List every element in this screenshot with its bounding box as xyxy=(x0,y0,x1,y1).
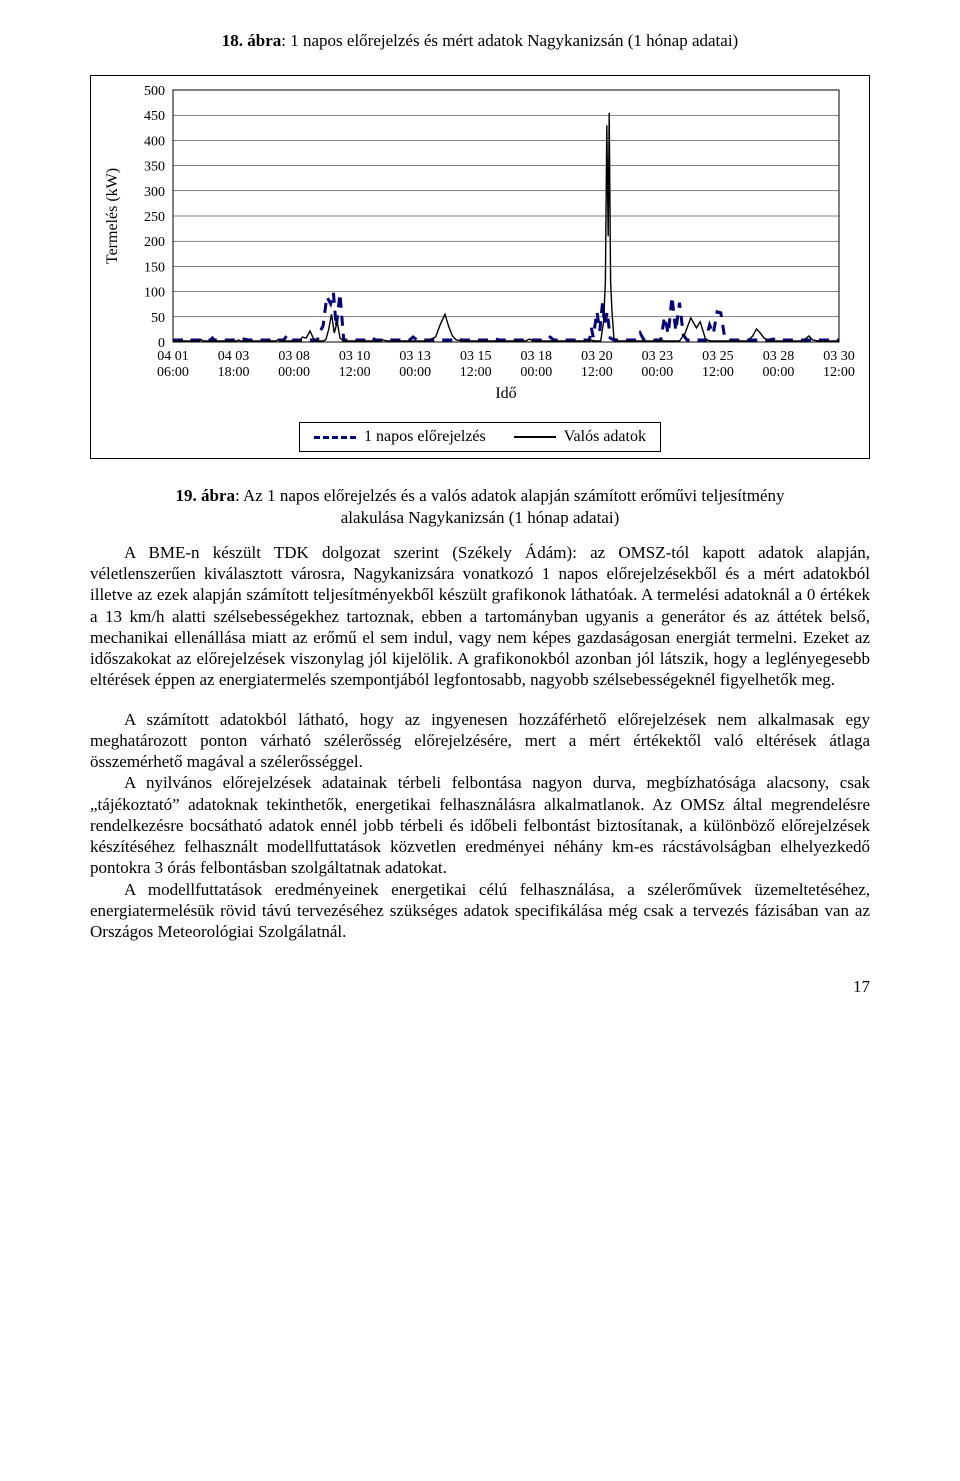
svg-text:18:00: 18:00 xyxy=(218,365,250,380)
paragraph-1: A BME-n készült TDK dolgozat szerint (Sz… xyxy=(90,542,870,691)
svg-text:12:00: 12:00 xyxy=(581,365,613,380)
line-chart: 05010015020025030035040045050004 0106:00… xyxy=(97,82,857,412)
legend-item: Valós adatok xyxy=(514,427,646,447)
svg-text:12:00: 12:00 xyxy=(702,365,734,380)
figure-19-caption-line1: : Az 1 napos előrejelzés és a valós adat… xyxy=(235,486,785,505)
svg-text:300: 300 xyxy=(144,185,165,200)
paragraph-2: A számított adatokból látható, hogy az i… xyxy=(90,709,870,773)
svg-text:Termelés (kW): Termelés (kW) xyxy=(104,168,121,264)
figure-19-caption-line2: alakulása Nagykanizsán (1 hónap adatai) xyxy=(341,508,620,527)
figure-19-caption: 19. ábra: Az 1 napos előrejelzés és a va… xyxy=(90,485,870,528)
svg-text:03 18: 03 18 xyxy=(521,349,553,364)
svg-text:06:00: 06:00 xyxy=(157,365,189,380)
svg-text:03 23: 03 23 xyxy=(642,349,674,364)
svg-text:Idő: Idő xyxy=(495,385,516,402)
svg-text:400: 400 xyxy=(144,135,165,150)
svg-text:03 15: 03 15 xyxy=(460,349,492,364)
svg-text:03 08: 03 08 xyxy=(278,349,310,364)
legend-swatch xyxy=(514,436,556,438)
svg-text:00:00: 00:00 xyxy=(641,365,673,380)
svg-text:12:00: 12:00 xyxy=(339,365,371,380)
legend-label: Valós adatok xyxy=(564,427,646,447)
svg-text:03 30: 03 30 xyxy=(823,349,855,364)
svg-text:00:00: 00:00 xyxy=(763,365,795,380)
svg-text:03 10: 03 10 xyxy=(339,349,371,364)
svg-text:12:00: 12:00 xyxy=(823,365,855,380)
svg-text:500: 500 xyxy=(144,84,165,99)
svg-text:100: 100 xyxy=(144,286,165,301)
legend-swatch xyxy=(314,436,356,439)
figure-18-label: 18. ábra xyxy=(222,31,282,50)
legend-item: 1 napos előrejelzés xyxy=(314,427,486,447)
svg-text:03 20: 03 20 xyxy=(581,349,613,364)
svg-text:00:00: 00:00 xyxy=(520,365,552,380)
chart-container: 05010015020025030035040045050004 0106:00… xyxy=(90,75,870,459)
chart-legend: 1 napos előrejelzés Valós adatok xyxy=(299,422,661,452)
svg-text:450: 450 xyxy=(144,109,165,124)
figure-18-caption-text: : 1 napos előrejelzés és mért adatok Nag… xyxy=(281,31,738,50)
figure-18-caption: 18. ábra: 1 napos előrejelzés és mért ad… xyxy=(90,30,870,51)
svg-text:200: 200 xyxy=(144,235,165,250)
svg-text:00:00: 00:00 xyxy=(399,365,431,380)
figure-19-label: 19. ábra xyxy=(176,486,236,505)
svg-text:04 03: 04 03 xyxy=(218,349,250,364)
svg-text:12:00: 12:00 xyxy=(460,365,492,380)
svg-text:03 28: 03 28 xyxy=(763,349,795,364)
page-number: 17 xyxy=(90,976,870,997)
svg-text:350: 350 xyxy=(144,160,165,175)
paragraph-4: A modellfuttatások eredményeinek energet… xyxy=(90,879,870,943)
svg-text:50: 50 xyxy=(151,311,165,326)
paragraph-3: A nyilvános előrejelzések adatainak térb… xyxy=(90,772,870,878)
svg-text:04 01: 04 01 xyxy=(157,349,189,364)
svg-text:250: 250 xyxy=(144,210,165,225)
svg-text:03 13: 03 13 xyxy=(399,349,431,364)
svg-text:03 25: 03 25 xyxy=(702,349,734,364)
svg-text:150: 150 xyxy=(144,261,165,276)
legend-label: 1 napos előrejelzés xyxy=(364,427,486,447)
svg-text:00:00: 00:00 xyxy=(278,365,310,380)
